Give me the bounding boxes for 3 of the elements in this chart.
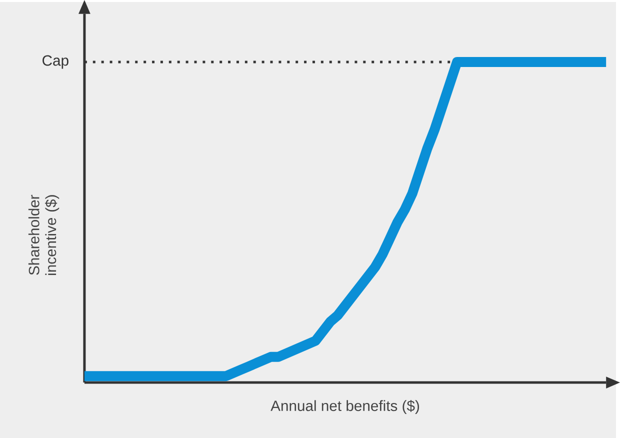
x-axis-title: Annual net benefits ($) — [270, 400, 420, 414]
y-axis-title: Shareholder incentive ($) — [28, 194, 60, 275]
ref-line-label: Cap — [42, 55, 68, 69]
